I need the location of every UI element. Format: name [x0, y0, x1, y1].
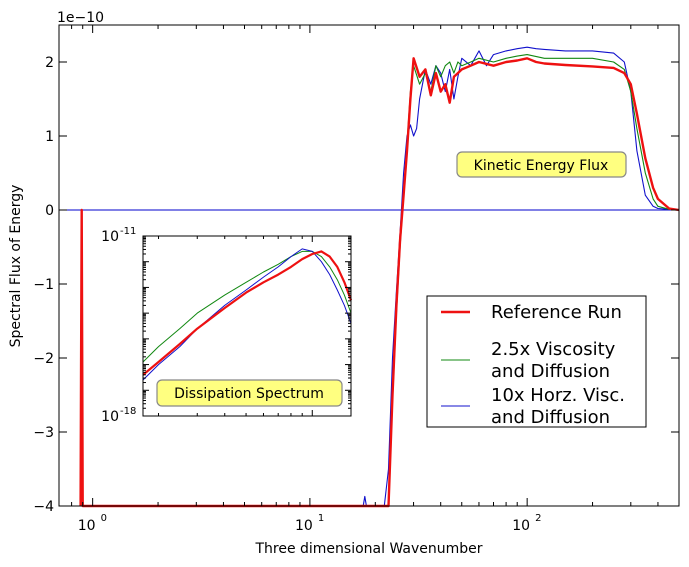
y-tick-label: −4: [33, 499, 54, 515]
x-tick-label: 10: [512, 518, 530, 534]
annotation-box: [456, 151, 627, 178]
y-tick-label: 1: [45, 129, 54, 145]
inset-series-line-visc25: [142, 250, 352, 363]
annotation-text: Kinetic Energy Flux: [474, 158, 609, 174]
inset-series-layer: [142, 248, 353, 381]
y-tick-label: −2: [33, 351, 54, 367]
legend-label-visc25: and Diffusion: [491, 361, 610, 382]
x-tick-label: 10: [295, 518, 313, 534]
y-tick-label: −3: [33, 425, 54, 441]
inset-y-tick-exponent: -18: [120, 406, 136, 417]
legend-label-visc10: 10x Horz. Visc.: [491, 385, 625, 406]
inset-y-tick-label: 10: [101, 409, 119, 425]
y-offset-label: 1e−10: [57, 10, 104, 26]
inset-y-tick-label: 10: [101, 229, 119, 245]
kinetic-energy-annotation: Kinetic Energy Flux: [456, 151, 627, 178]
inset-y-tick-exponent: -11: [120, 226, 136, 237]
legend-frame: [426, 295, 647, 428]
x-tick-label: 10: [78, 518, 96, 534]
x-tick-exponent: 1: [318, 513, 324, 524]
legend-label-visc10: and Diffusion: [491, 407, 610, 428]
inset-series-line-reference: [142, 250, 353, 376]
axis-ticks: 10 0 10 1 10 2 −4 −3 −2 −1 0 1 2: [33, 25, 680, 534]
legend-label-reference: Reference Run: [491, 302, 622, 323]
x-axis-label: Three dimensional Wavenumber: [254, 541, 482, 557]
inset-label-box: [156, 379, 343, 407]
inset-frame: [142, 235, 352, 417]
y-axis-label: Spectral Flux of Energy: [8, 185, 24, 348]
series-line-visc10: [362, 46, 680, 507]
inset-label: Dissipation Spectrum: [174, 386, 324, 402]
y-tick-label: 0: [45, 203, 54, 219]
x-tick-exponent: 2: [535, 513, 541, 524]
inset-ticks: [143, 236, 351, 417]
series-line-reference: [79, 57, 680, 508]
y-tick-label: −1: [33, 277, 54, 293]
x-tick-exponent: 0: [101, 513, 107, 524]
series-layer: [79, 46, 680, 508]
legend-label-visc25: 2.5x Viscosity: [491, 339, 616, 360]
plot-frame: [58, 24, 680, 507]
y-tick-label: 2: [45, 55, 54, 71]
